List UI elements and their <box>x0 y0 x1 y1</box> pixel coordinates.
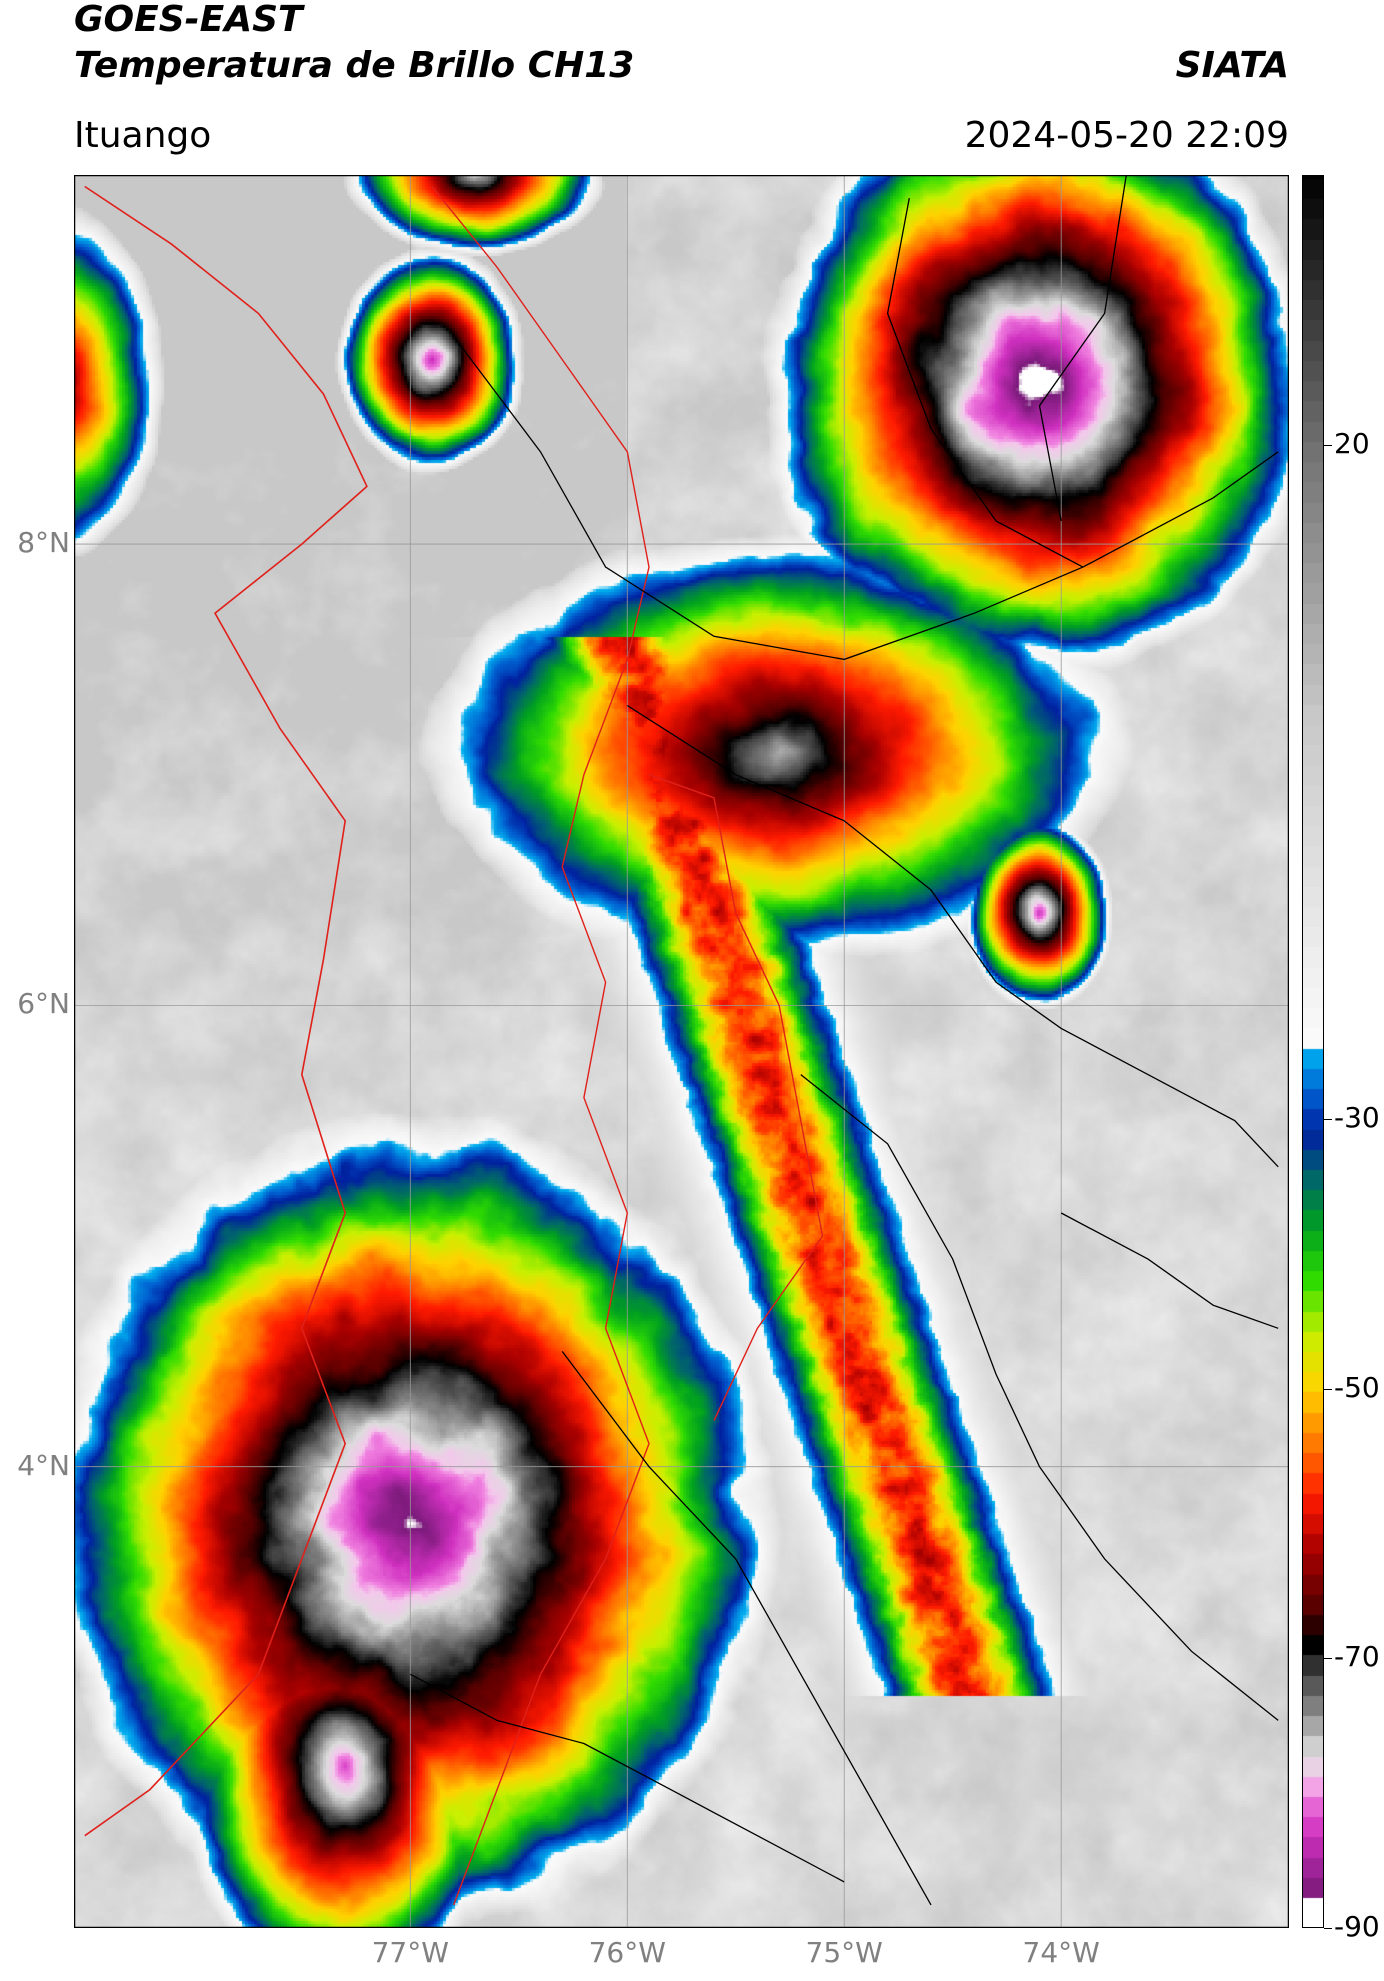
lon-tick-label: 74°W <box>1022 1936 1100 1969</box>
colorbar-tick-label: -70 <box>1334 1640 1380 1674</box>
location-label: Ituango <box>74 115 212 156</box>
colorbar <box>1302 175 1324 1928</box>
map-overlay <box>74 175 1289 1928</box>
lon-tick-label: 77°W <box>371 1936 449 1969</box>
admin-line-2 <box>626 704 1279 1168</box>
colorbar-tick-label: 20 <box>1334 426 1370 460</box>
colorbar-tick-label: -90 <box>1334 1910 1380 1943</box>
admin-line-8 <box>1038 175 1127 522</box>
colorbar-tick <box>1324 444 1332 446</box>
lon-tick-label: 75°W <box>805 1936 883 1969</box>
brightness-temperature-map[interactable] <box>74 175 1289 1928</box>
colorbar-frame <box>1302 175 1324 1928</box>
agency-label: SIATA <box>1175 45 1289 86</box>
product-title: Temperatura de Brillo CH13 <box>74 45 635 86</box>
map-frame <box>74 175 1289 1928</box>
colorbar-tick-label: -50 <box>1334 1370 1380 1404</box>
datetime-label: 2024-05-20 22:09 <box>964 115 1289 156</box>
lat-tick-label: 8°N <box>17 526 70 560</box>
graticule <box>74 175 1289 1928</box>
admin-line-4 <box>561 1351 932 1906</box>
admin-line-6 <box>1060 1212 1279 1329</box>
lat-tick-label: 4°N <box>17 1448 70 1482</box>
pacific-coast-line <box>84 185 368 1837</box>
admin-line-1 <box>453 336 1279 661</box>
satellite-title: GOES-EAST <box>74 0 303 40</box>
admin-line-3 <box>800 1074 1279 1721</box>
lat-tick-label: 6°N <box>17 987 70 1021</box>
antioquia-boundary-red <box>648 774 824 1421</box>
admin-line-7 <box>886 197 1084 568</box>
colorbar-tick <box>1324 1928 1332 1929</box>
colorbar-tick-label: -30 <box>1334 1100 1380 1134</box>
colorbar-tick <box>1324 1118 1332 1120</box>
admin-line-5 <box>409 1673 845 1883</box>
colorbar-tick <box>1324 1388 1332 1390</box>
lon-tick-label: 76°W <box>588 1936 666 1969</box>
colorbar-tick <box>1324 1658 1332 1660</box>
department-boundary-red <box>431 186 650 1906</box>
admin-boundaries <box>84 175 1279 1906</box>
